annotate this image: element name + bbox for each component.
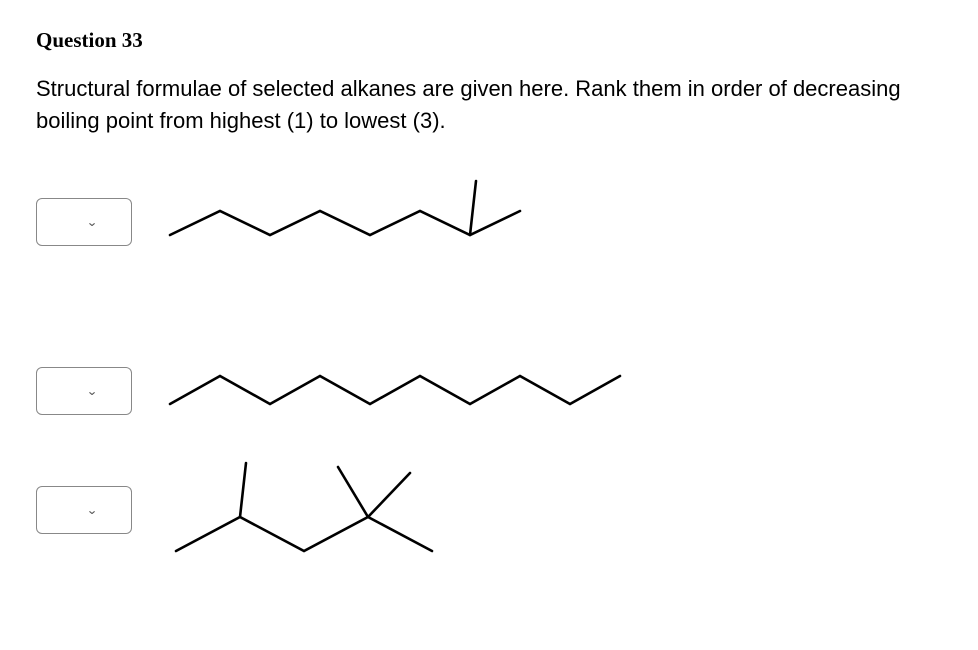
rank-dropdown-1[interactable]: ⌄	[36, 198, 132, 246]
molecule-3	[150, 443, 470, 578]
molecule-1	[150, 165, 580, 280]
chevron-down-icon: ⌄	[86, 215, 98, 229]
answer-rows: ⌄ ⌄ ⌄	[36, 165, 942, 578]
row-1: ⌄	[36, 165, 942, 280]
row-2: ⌄	[36, 354, 942, 429]
chevron-down-icon: ⌄	[86, 503, 98, 517]
rank-dropdown-2[interactable]: ⌄	[36, 367, 132, 415]
chevron-down-icon: ⌄	[86, 384, 98, 398]
row-3: ⌄	[36, 443, 942, 578]
rank-dropdown-3[interactable]: ⌄	[36, 486, 132, 534]
question-heading: Question 33	[36, 28, 942, 53]
molecule-2	[150, 354, 670, 429]
question-prompt: Structural formulae of selected alkanes …	[36, 73, 936, 137]
